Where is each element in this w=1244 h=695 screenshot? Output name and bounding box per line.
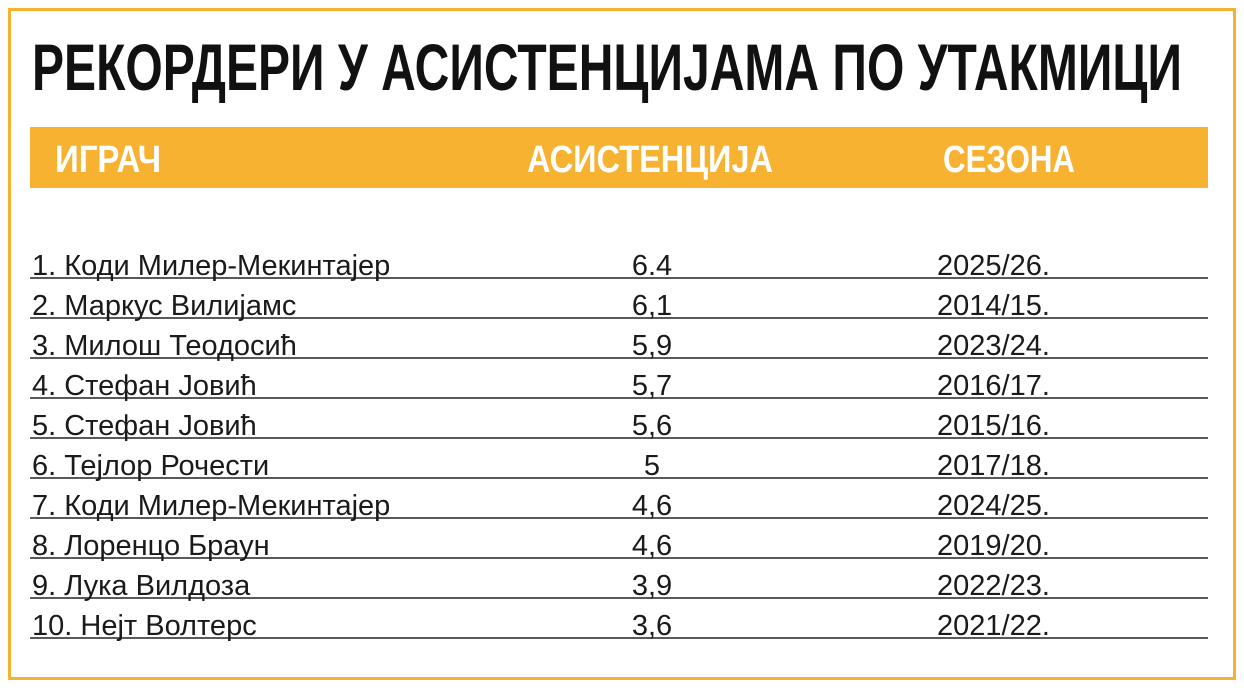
title: РЕКОРДЕРИ У АСИСТЕНЦИЈАМА ПО УТАКМИЦИ	[32, 30, 1182, 104]
header-cell: ИГРАЧ	[55, 139, 161, 181]
player: 3. Милош Теодосић	[32, 330, 297, 362]
player: 5. Стефан Јовић	[32, 410, 257, 442]
assists: 3,6	[632, 610, 672, 642]
season: 2024/25.	[937, 490, 1050, 522]
season: 2021/22.	[937, 610, 1050, 642]
assists: 5,7	[632, 370, 672, 402]
assists: 3,9	[632, 570, 672, 602]
season: 2017/18.	[937, 450, 1050, 482]
player: 4. Стефан Јовић	[32, 370, 257, 402]
player: 1. Коди Милер-Мекинтајер	[32, 250, 390, 282]
assists: 5,6	[632, 410, 672, 442]
player: 10. Нејт Волтерс	[32, 610, 257, 642]
table-body: 1. Коди Милер-Мекинтајер 6.4 2025/26. 2. Ма…	[30, 250, 1208, 642]
header-bar	[30, 127, 1208, 188]
assists: 5	[644, 450, 660, 482]
assists: 5,9	[632, 330, 672, 362]
season: 2025/26.	[937, 250, 1050, 282]
assists: 4,6	[632, 490, 672, 522]
header-cell: СЕЗОНА	[943, 139, 1075, 181]
season: 2014/15.	[937, 290, 1050, 322]
season: 2022/23.	[937, 570, 1050, 602]
player: 9. Лука Вилдоза	[32, 570, 251, 602]
header-cell: АСИСТЕНЦИЈА	[527, 139, 773, 181]
frame	[8, 8, 1236, 680]
assists: 6.4	[632, 250, 672, 282]
season: 2016/17.	[937, 370, 1050, 402]
season: 2023/24.	[937, 330, 1050, 362]
season: 2019/20.	[937, 530, 1050, 562]
assists: 4,6	[632, 530, 672, 562]
assists: 6,1	[632, 290, 672, 322]
player: 8. Лоренцо Браун	[32, 530, 270, 562]
season: 2015/16.	[937, 410, 1050, 442]
player: 6. Тејлор Рочести	[32, 450, 269, 482]
player: 2. Маркус Вилијамс	[32, 290, 296, 322]
player: 7. Коди Милер-Мекинтајер	[32, 490, 390, 522]
